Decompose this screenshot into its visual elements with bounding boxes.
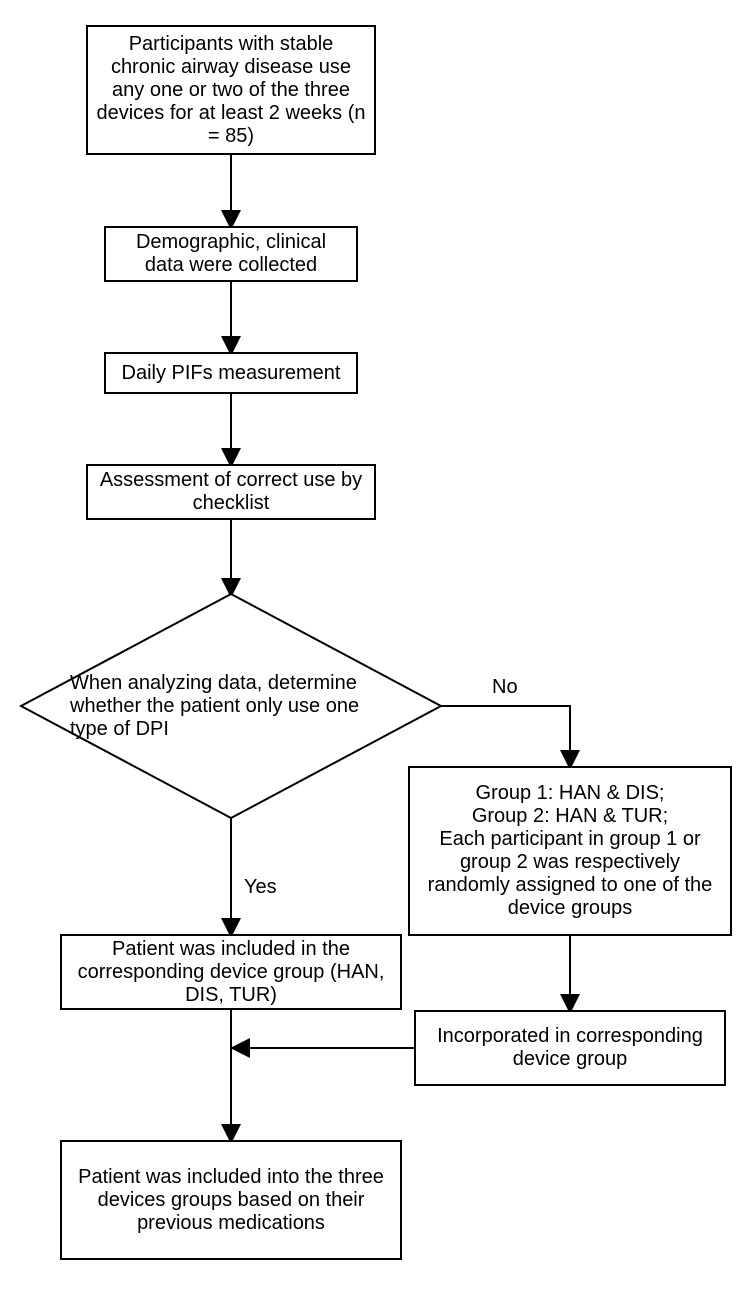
node-demographic: Demographic, clinical data were collecte… <box>104 226 358 282</box>
node-daily-pifs: Daily PIFs measurement <box>104 352 358 394</box>
label-yes-text: Yes <box>244 876 277 898</box>
node-demographic-text: Demographic, clinical data were collecte… <box>114 231 348 277</box>
node-participants: Participants with stable chronic airway … <box>86 25 376 155</box>
node-participants-text: Participants with stable chronic airway … <box>96 33 366 148</box>
node-assessment: Assessment of correct use by checklist <box>86 464 376 520</box>
node-final-included-text: Patient was included into the three devi… <box>70 1166 392 1235</box>
node-included-corresponding-text: Patient was included in the correspondin… <box>70 938 392 1007</box>
label-no-text: No <box>492 676 518 698</box>
node-final-included: Patient was included into the three devi… <box>60 1140 402 1260</box>
flowchart-canvas: Participants with stable chronic airway … <box>0 0 752 1309</box>
flowchart-arrows <box>0 0 752 1309</box>
node-groups-random-text: Group 1: HAN & DIS; Group 2: HAN & TUR; … <box>418 782 722 920</box>
label-no: No <box>492 676 518 699</box>
node-incorporated-text: Incorporated in corresponding device gro… <box>424 1025 716 1071</box>
node-decision-text: When analyzing data, determine whether t… <box>70 672 392 741</box>
node-groups-random: Group 1: HAN & DIS; Group 2: HAN & TUR; … <box>408 766 732 936</box>
node-assessment-text: Assessment of correct use by checklist <box>96 469 366 515</box>
label-yes: Yes <box>244 876 277 899</box>
node-decision: When analyzing data, determine whether t… <box>70 656 392 756</box>
node-incorporated: Incorporated in corresponding device gro… <box>414 1010 726 1086</box>
node-daily-pifs-text: Daily PIFs measurement <box>122 362 341 385</box>
node-included-corresponding: Patient was included in the correspondin… <box>60 934 402 1010</box>
